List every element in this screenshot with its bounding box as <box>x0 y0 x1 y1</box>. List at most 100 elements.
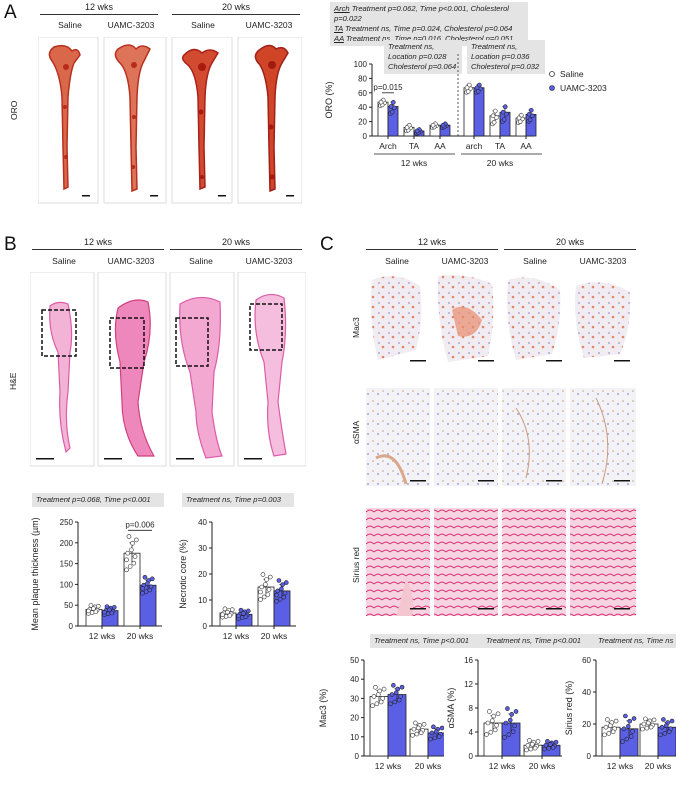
group-label: 12 wks <box>401 158 427 168</box>
point-uamc <box>281 594 287 600</box>
chart-necrotic: 0 10 20 30 40 Necrotic core (%) 12 wks 20 wks <box>178 518 296 641</box>
y-tick-label: 10 <box>198 596 207 605</box>
point-saline <box>603 724 609 730</box>
y-tick-label: 20 <box>350 714 359 723</box>
point-saline <box>490 113 496 119</box>
point-saline <box>265 592 271 597</box>
aorta-uamc-12 <box>103 37 167 204</box>
point-uamc <box>393 690 399 696</box>
point-saline <box>413 720 418 726</box>
he-saline-12 <box>30 272 95 467</box>
y-tick-label: 60 <box>582 656 591 665</box>
point-uamc <box>391 683 396 688</box>
point-saline <box>266 587 272 592</box>
legend-marker-saline <box>549 71 555 77</box>
y-tick-label: 0 <box>587 752 592 761</box>
point-saline <box>381 686 387 692</box>
point-saline <box>484 732 489 737</box>
point-uamc <box>547 742 553 747</box>
point-saline <box>524 747 529 753</box>
point-uamc <box>238 607 244 613</box>
point-saline <box>491 119 497 125</box>
row-label-asma: αSMA <box>351 420 361 444</box>
point-saline <box>131 560 137 566</box>
x-tick-label: 12 wks <box>375 761 401 771</box>
chart-oro: 0 20 40 60 80 100 ORO (%) Arch TA AA arch TA AA p=0.0… <box>324 52 607 168</box>
y-tick-label: 0 <box>203 622 208 631</box>
y-tick-label: 150 <box>60 560 74 569</box>
point-saline <box>418 730 424 736</box>
point-saline <box>130 540 135 546</box>
stats-necrotic: Treatment ns, Time p=0.003 <box>182 493 294 507</box>
point-uamc <box>102 609 107 615</box>
point-uamc <box>140 586 145 591</box>
row-label-he: H&E <box>8 372 18 390</box>
point-uamc <box>475 89 481 94</box>
y-tick-label: 40 <box>582 688 591 697</box>
point-uamc <box>282 590 288 596</box>
point-uamc <box>512 723 517 729</box>
y-axis-label: ORO (%) <box>324 81 334 118</box>
point-uamc <box>440 122 446 128</box>
point-uamc <box>621 726 627 732</box>
row-label-mac3: Mac3 <box>351 317 361 338</box>
point-uamc <box>399 684 405 690</box>
y-tick-label: 30 <box>198 544 207 553</box>
point-saline <box>651 717 657 723</box>
col-c-uamc-12: UAMC-3203 <box>441 256 489 266</box>
y-tick-label: 20 <box>582 720 591 729</box>
stats-asma: Treatment ns, Time p<0.001 <box>482 634 602 648</box>
x-tick-label: 12 wks <box>607 761 633 771</box>
point-saline <box>610 729 616 735</box>
point-saline <box>495 711 501 717</box>
point-saline <box>258 597 263 602</box>
group-header-c-12wks: 12 wks <box>366 237 498 250</box>
sirius-images <box>366 508 636 616</box>
aorta-images <box>38 37 302 204</box>
point-uamc <box>245 608 251 614</box>
point-saline <box>643 716 648 722</box>
point-uamc <box>528 107 534 113</box>
point-saline <box>229 607 235 612</box>
point-saline <box>88 603 94 608</box>
y-tick-label: 0 <box>363 132 368 141</box>
point-saline <box>489 718 495 723</box>
point-uamc <box>501 117 507 122</box>
point-uamc <box>627 718 633 724</box>
y-axis-label: Sirius red (%) <box>564 681 574 736</box>
col-uamc-12: UAMC-3203 <box>107 20 155 30</box>
chart-mac3: 0 10 20 30 40 50 Mac3 (%) 12 wks 20 wks <box>318 656 444 771</box>
point-uamc <box>506 732 512 737</box>
y-tick-label: 12 <box>464 680 473 689</box>
point-saline <box>641 721 647 727</box>
sig-label: p=0.015 <box>373 83 403 92</box>
stats-box-a-left: Treatment ns, Location p=0.028 Cholesterol… <box>384 40 462 74</box>
point-uamc <box>389 692 395 697</box>
stats-sirius: Treatment ns, Time ns <box>594 634 676 648</box>
col-c-saline-12: Saline <box>385 256 409 266</box>
point-uamc <box>436 734 442 739</box>
point-saline <box>133 537 139 543</box>
point-saline <box>491 713 497 719</box>
he-uamc-12 <box>97 272 167 467</box>
stats-box-a: Arch Treatment p=0.062, Time p<0.001, Ch… <box>330 2 528 46</box>
y-tick-label: 200 <box>60 539 74 548</box>
chart-asma: 0 4 8 12 16 αSMA (%) 12 wks 20 wks <box>446 656 562 771</box>
y-tick-label: 40 <box>198 518 207 527</box>
point-saline <box>606 731 612 736</box>
point-uamc <box>510 729 516 734</box>
group-header-b-20wks: 20 wks <box>170 237 302 250</box>
point-saline <box>516 115 522 121</box>
y-tick-label: 0 <box>355 752 360 761</box>
aorta-saline-12 <box>38 37 99 204</box>
point-uamc <box>431 724 436 730</box>
point-uamc <box>546 745 552 751</box>
point-saline <box>378 699 384 705</box>
x-tick-label: 20 wks <box>529 761 555 771</box>
point-uamc <box>104 604 110 609</box>
point-uamc <box>143 589 149 594</box>
aorta-uamc-20 <box>237 37 302 204</box>
point-saline <box>371 694 377 699</box>
panel-label-c: C <box>320 234 334 255</box>
group-header-c-20wks: 20 wks <box>504 237 636 250</box>
